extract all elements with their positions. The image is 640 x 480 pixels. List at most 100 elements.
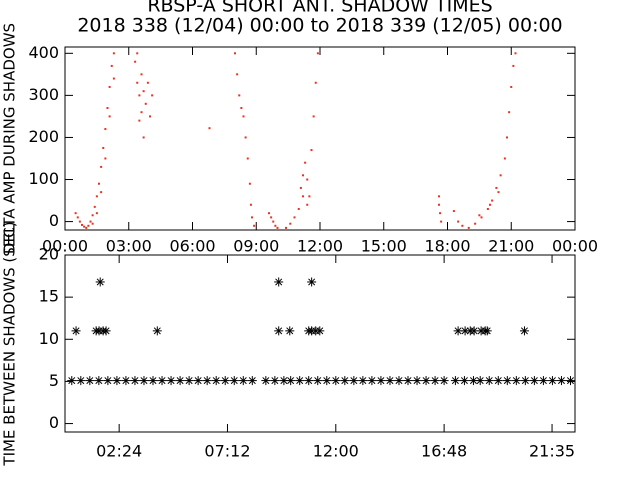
- asterisk-stroke: [113, 377, 121, 385]
- x-tick-label: 00:00: [552, 237, 598, 256]
- data-point: [302, 174, 304, 177]
- data-point: [439, 212, 442, 215]
- data-point: [508, 111, 511, 114]
- asterisk-marker: [157, 376, 167, 386]
- asterisk-stroke: [77, 377, 85, 385]
- data-point: [93, 205, 96, 208]
- asterisk-marker: [460, 326, 470, 336]
- plot-frame: [64, 254, 576, 433]
- asterisk-stroke: [451, 377, 459, 385]
- asterisk-stroke: [275, 327, 283, 335]
- x-tick-label: 21:35: [529, 442, 575, 461]
- data-point: [246, 157, 249, 160]
- data-point: [452, 210, 455, 213]
- asterisk-stroke: [476, 377, 484, 385]
- y-tick-label: 400: [28, 43, 59, 62]
- asterisk-marker: [482, 326, 492, 336]
- asterisk-stroke: [239, 377, 247, 385]
- asterisk-stroke: [153, 327, 161, 335]
- asterisk-marker: [468, 376, 478, 386]
- data-point: [104, 157, 107, 160]
- asterisk-marker: [439, 376, 449, 386]
- asterisk-stroke: [503, 377, 511, 385]
- asterisk-stroke: [140, 377, 148, 385]
- asterisk-stroke: [158, 377, 166, 385]
- data-point: [489, 203, 491, 206]
- data-point: [299, 186, 302, 189]
- data-point: [314, 81, 317, 84]
- data-point: [149, 115, 151, 118]
- data-point: [467, 226, 470, 229]
- data-point: [208, 127, 211, 130]
- asterisk-stroke: [470, 327, 478, 335]
- asterisk-stroke: [68, 377, 76, 385]
- data-point: [497, 191, 500, 194]
- x-tick-label: 03:00: [106, 237, 152, 256]
- asterisk-stroke: [275, 278, 283, 286]
- y-tick-label: 5: [49, 371, 59, 390]
- asterisk-stroke: [368, 377, 376, 385]
- asterisk-stroke: [377, 377, 385, 385]
- x-tick-label: 12:00: [313, 442, 359, 461]
- data-point: [306, 203, 309, 206]
- data-point: [480, 216, 483, 219]
- y-tick-label: 15: [39, 287, 59, 306]
- asterisk-marker: [403, 376, 413, 386]
- data-point: [316, 52, 319, 55]
- data-point: [142, 136, 145, 139]
- asterisk-marker: [184, 376, 194, 386]
- data-point: [100, 191, 103, 194]
- asterisk-stroke: [271, 377, 279, 385]
- asterisk-marker: [565, 376, 575, 386]
- data-point: [499, 174, 502, 177]
- asterisk-marker: [450, 376, 460, 386]
- data-point: [253, 224, 256, 227]
- asterisk-marker: [211, 376, 221, 386]
- asterisk-stroke: [287, 377, 295, 385]
- data-point: [91, 214, 94, 217]
- asterisk-marker: [376, 376, 386, 386]
- asterisk-stroke: [149, 377, 157, 385]
- asterisk-stroke: [104, 377, 112, 385]
- asterisk-marker: [85, 376, 95, 386]
- asterisk-marker: [71, 326, 81, 336]
- asterisk-stroke: [296, 377, 304, 385]
- data-point: [108, 115, 111, 118]
- y-axis-label: TIME BETWEEN SHADOWS (SEC): [1, 221, 19, 466]
- data-point: [304, 161, 307, 164]
- y-tick-label: 300: [28, 85, 59, 104]
- asterisk-marker: [247, 376, 257, 386]
- data-point: [474, 222, 477, 225]
- asterisk-stroke: [520, 327, 528, 335]
- data-point: [478, 214, 481, 217]
- x-tick-label: 12:00: [297, 237, 343, 256]
- asterisk-stroke: [483, 327, 491, 335]
- asterisk-marker: [121, 376, 131, 386]
- data-point: [486, 207, 489, 210]
- asterisk-stroke: [96, 278, 104, 286]
- data-point: [238, 94, 241, 97]
- data-point: [140, 73, 143, 76]
- chart-title: RBSP-A SHORT ANT. SHADOW TIMES: [147, 0, 492, 17]
- x-tick-label: 00:00: [42, 237, 88, 256]
- y-tick-label: 0: [49, 211, 59, 230]
- data-point: [289, 222, 292, 225]
- chart-subtitle: 2018 338 (12/04) 00:00 to 2018 339 (12/0…: [77, 15, 562, 37]
- asterisk-stroke: [194, 377, 202, 385]
- asterisk-marker: [229, 376, 239, 386]
- data-point: [506, 136, 508, 139]
- data-point: [268, 212, 270, 215]
- asterisk-marker: [261, 376, 271, 386]
- x-tick-label: 06:00: [169, 237, 215, 256]
- y-axis-label: DELTA AMP DURING SHADOWS: [1, 23, 19, 254]
- data-point: [89, 220, 92, 223]
- asterisk-stroke: [72, 327, 80, 335]
- data-point: [438, 195, 440, 198]
- asterisk-marker: [166, 376, 176, 386]
- data-point: [461, 224, 464, 227]
- asterisk-stroke: [521, 377, 529, 385]
- data-point: [144, 102, 147, 105]
- x-tick-label: 15:00: [361, 237, 407, 256]
- asterisk-marker: [67, 376, 77, 386]
- data-point: [112, 52, 115, 55]
